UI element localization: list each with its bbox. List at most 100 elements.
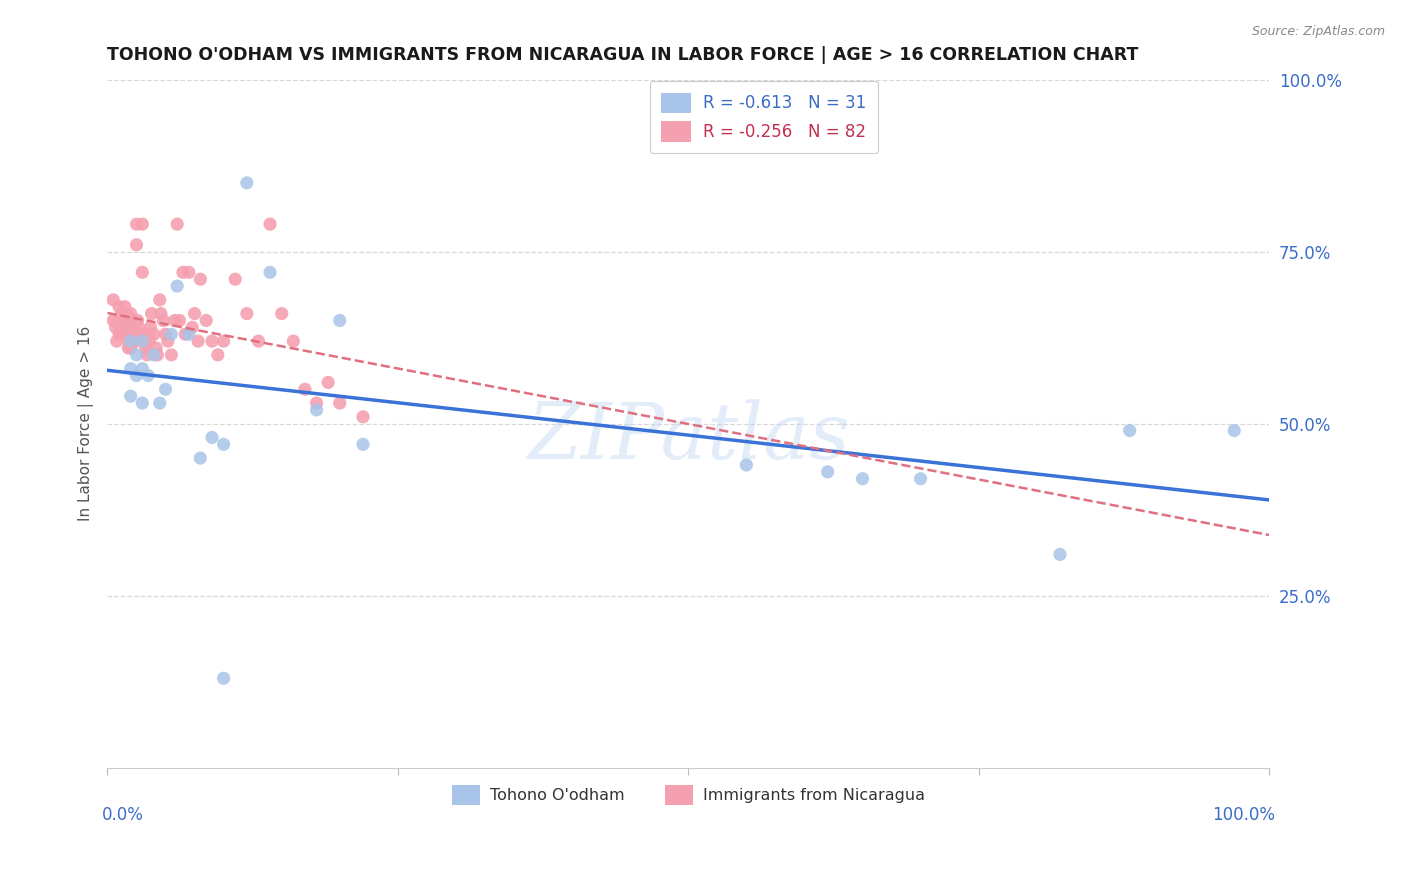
Point [125,368,148,383]
Point [136,327,159,342]
Point [125,217,148,231]
Point [118,313,141,327]
Point [190,451,212,466]
Point [155,382,177,396]
Point [190,272,212,286]
Point [139,320,162,334]
Text: TOHONO O'ODHAM VS IMMIGRANTS FROM NICARAGUA IN LABOR FORCE | AGE > 16 CORRELATIO: TOHONO O'ODHAM VS IMMIGRANTS FROM NICARA… [107,46,1139,64]
Point [152,313,174,327]
Point [138,334,160,348]
Point [142,327,165,342]
Point [115,307,138,321]
Point [177,327,200,342]
Point [120,361,142,376]
Point [131,361,153,376]
Point [305,403,328,417]
Point [329,313,352,327]
Point [155,327,177,342]
Point [128,320,150,334]
Point [114,300,136,314]
Point [131,396,153,410]
Point [283,334,305,348]
Point [105,334,128,348]
Point [187,334,209,348]
Point [910,472,932,486]
Point [120,307,142,321]
Point [735,458,758,472]
Point [135,341,157,355]
Point [181,320,204,334]
Point [112,320,135,334]
Point [108,327,131,342]
Point [177,265,200,279]
Point [121,313,143,327]
Point [136,348,159,362]
Point [156,334,179,348]
Text: 0.0%: 0.0% [101,805,143,823]
Point [169,313,191,327]
Point [120,320,142,334]
Point [201,334,224,348]
Point [160,348,183,362]
Text: ZIPatlas: ZIPatlas [527,400,849,475]
Point [141,307,163,321]
Point [114,313,136,327]
Point [166,279,188,293]
Point [115,327,138,342]
Point [117,341,139,355]
Point [120,334,142,348]
Point [125,237,148,252]
Point [111,327,134,342]
Legend: Tohono O'odham, Immigrants from Nicaragua: Tohono O'odham, Immigrants from Nicaragu… [446,779,931,812]
Point [121,327,143,342]
Point [270,307,292,321]
Point [124,334,146,348]
Point [110,320,132,334]
Point [149,396,172,410]
Point [851,472,873,486]
Point [142,348,165,362]
Point [136,368,159,383]
Point [117,320,139,334]
Point [1118,424,1140,438]
Point [294,382,316,396]
Point [125,348,148,362]
Point [183,307,205,321]
Point [120,327,142,342]
Point [131,334,153,348]
Point [115,313,138,327]
Y-axis label: In Labor Force | Age > 16: In Labor Force | Age > 16 [79,326,94,521]
Point [305,396,328,410]
Point [212,671,235,685]
Point [236,307,259,321]
Point [108,300,131,314]
Point [224,272,246,286]
Point [122,320,145,334]
Point [120,341,142,355]
Point [122,327,145,342]
Point [117,334,139,348]
Point [104,320,127,334]
Point [111,313,134,327]
Point [129,327,152,342]
Point [131,217,153,231]
Point [195,313,218,327]
Point [259,265,281,279]
Point [259,217,281,231]
Point [352,437,374,451]
Point [174,327,197,342]
Point [1223,424,1246,438]
Text: Source: ZipAtlas.com: Source: ZipAtlas.com [1251,25,1385,38]
Point [110,307,132,321]
Point [127,313,149,327]
Point [316,376,339,390]
Point [149,307,172,321]
Point [817,465,839,479]
Point [207,348,229,362]
Point [146,348,169,362]
Point [160,327,183,342]
Point [115,320,138,334]
Point [114,327,136,342]
Point [352,409,374,424]
Point [103,313,125,327]
